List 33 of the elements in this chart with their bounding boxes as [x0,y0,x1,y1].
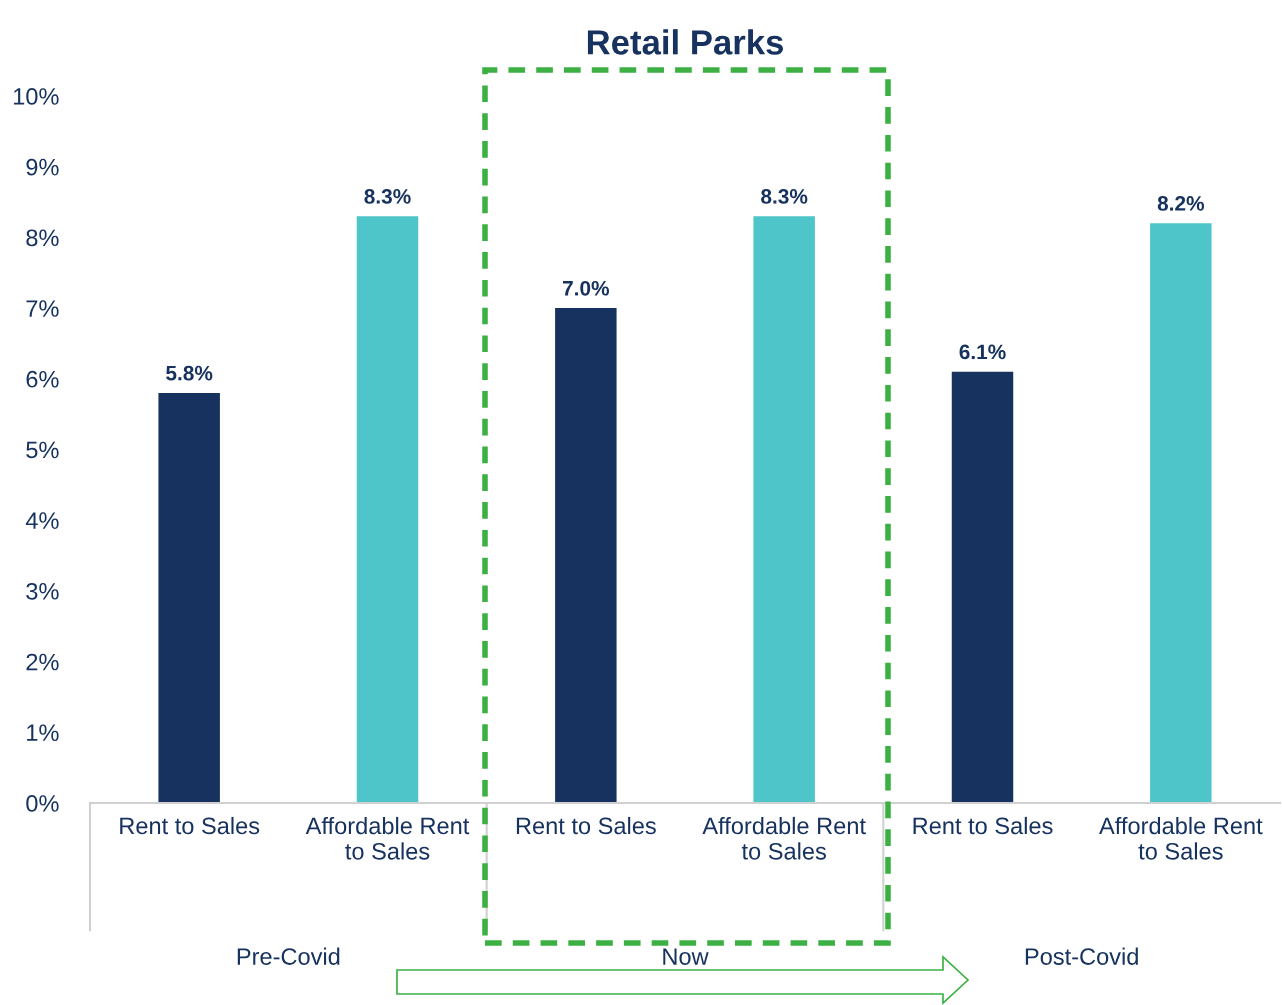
data-label: 8.2% [1157,196,1205,211]
x-tick-label: Rent to Sales [913,816,1053,835]
text: Pre-Covid [237,947,340,965]
y-tick-label: 3% [26,582,59,600]
data-label: 8.3% [364,188,411,204]
text: Post-Covid [1025,947,1138,965]
bar [951,371,1014,803]
chart-title: Retail Parks [587,29,783,55]
y-tick-label: 8% [26,229,59,247]
bar [555,308,617,803]
y-tick-label: 10% [13,88,59,105]
data-label: 8.3% [761,188,808,204]
bar [1150,223,1212,803]
x-tick-label: Affordable Rent to Sales [1099,816,1263,860]
x-tick-label: Affordable Rent to Sales [702,816,866,860]
y-tick-label: 6% [26,370,59,388]
y-tick-label: 4% [25,512,59,529]
bar [753,216,815,803]
x-tick-label: Affordable Rent to Sales [305,816,470,860]
data-label: 7.0% [562,280,610,296]
data-label: 6.1% [959,344,1006,360]
x-tick-label: Rent to Sales [120,816,260,835]
x-tick-label: Rent to Sales [516,816,656,835]
y-tick-label: 5% [26,441,59,459]
bar [356,216,419,803]
y-tick-label: 1% [27,724,59,741]
data-label: 5.8% [166,365,213,381]
y-tick-label: 0% [26,795,59,812]
text: Now [663,948,709,965]
y-tick-label: 7% [26,300,59,317]
bar [158,392,220,803]
y-tick-label: 9% [26,158,59,176]
y-tick-label: 2% [26,653,59,671]
